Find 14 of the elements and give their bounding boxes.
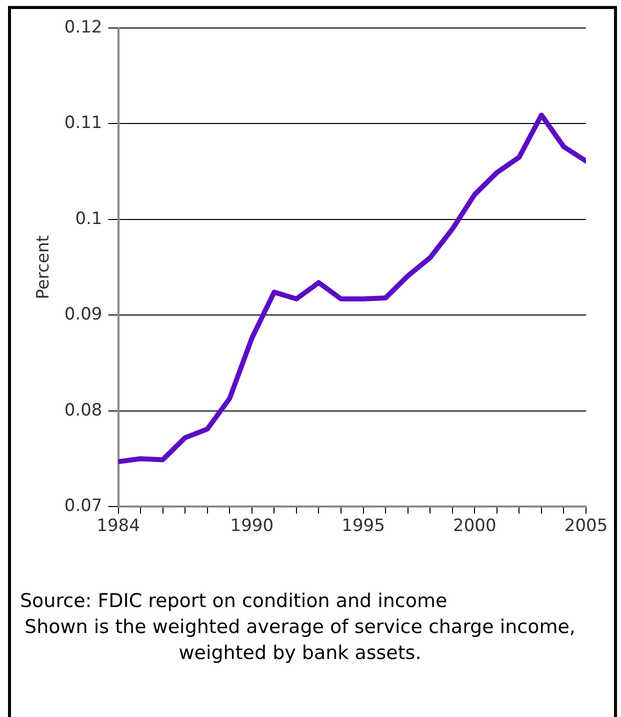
- x-tick-label: 2005: [564, 516, 608, 536]
- y-tick-label: 0.11: [64, 113, 102, 134]
- y-tick-label: 0.1: [75, 208, 102, 229]
- text: Shown is the weighted average of service charge income, weighted by bank assets.: [24, 615, 576, 666]
- y-tick-label: 0.08: [64, 400, 102, 420]
- y-axis-title: Percent: [34, 234, 54, 300]
- x-tick-label: 1990: [230, 516, 274, 536]
- x-tick-label: 1984: [96, 516, 140, 536]
- y-tick-label: 0.12: [64, 17, 102, 38]
- x-tick-label: 1995: [342, 516, 385, 536]
- y-tick-label: 0.07: [64, 496, 102, 516]
- x-tick-label: 2000: [453, 516, 496, 536]
- source-note: Source: FDIC report on condition and income: [20, 589, 448, 614]
- y-tick-label: 0.09: [64, 304, 102, 325]
